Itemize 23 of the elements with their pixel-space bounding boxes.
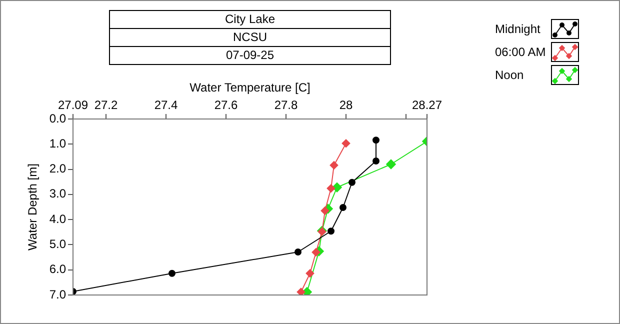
x-tick-label: 27.8: [274, 98, 298, 112]
x-axis-title: Water Temperature [C]: [190, 80, 310, 95]
y-tick-label: 5.0: [49, 237, 66, 252]
chart-title: City Lake: [109, 10, 391, 29]
y-tick-label: 6.0: [49, 262, 66, 276]
x-tick-label: 28: [339, 98, 353, 112]
y-tick-label: 1.0: [49, 136, 66, 150]
y-tick-label: 3.0: [49, 186, 66, 201]
legend-label: Noon: [495, 68, 525, 82]
y-axis-title: Water Depth [m]: [26, 164, 40, 250]
chart-subtitle: NCSU: [109, 29, 391, 47]
y-tick-label: 7.0: [49, 287, 66, 302]
x-tick-label: 27.6: [214, 98, 238, 112]
y-tick-label: 2.0: [49, 162, 66, 176]
text: 07-09-25: [109, 47, 391, 65]
y-tick-label: 0.0: [49, 111, 66, 126]
legend-label: Midnight: [495, 22, 542, 36]
x-tick-label: 27.09: [58, 98, 88, 112]
y-tick-label: 4.0: [49, 212, 66, 226]
x-tick-label: 27.2: [94, 98, 118, 112]
x-tick-label: 28.27: [412, 98, 442, 112]
legend-label: 06:00 AM: [495, 45, 547, 59]
x-tick-label: 27.4: [154, 98, 178, 112]
